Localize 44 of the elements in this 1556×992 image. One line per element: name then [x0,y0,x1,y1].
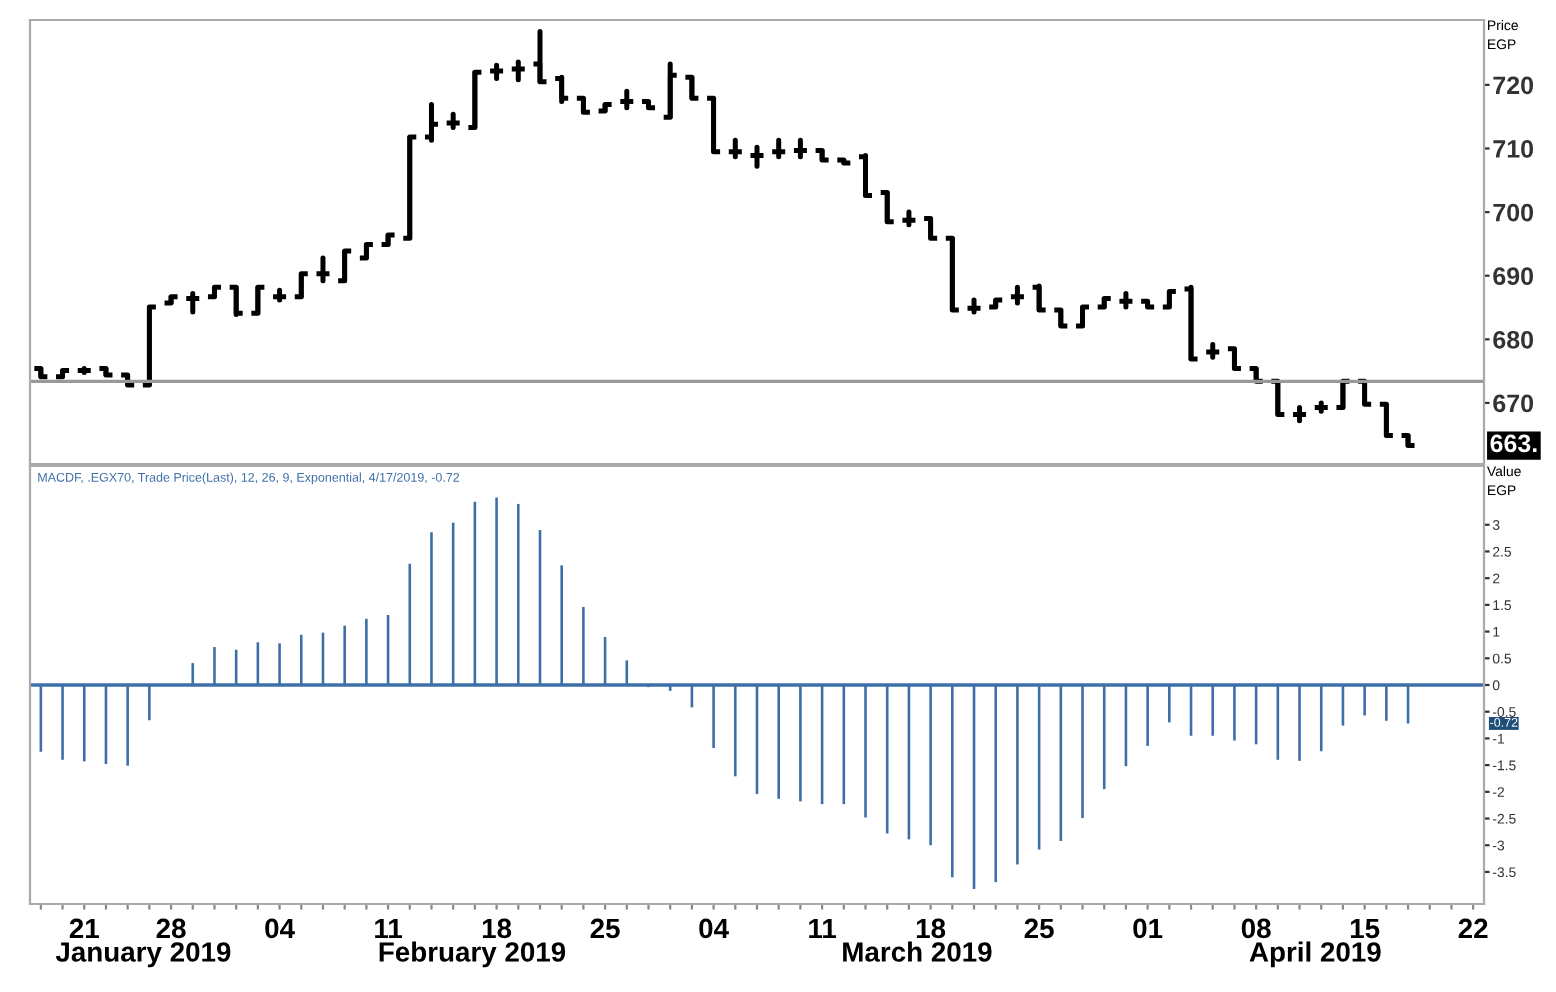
y-tick-label: 690 [1493,267,1534,286]
x-tick-label: 25 [590,918,620,939]
candlestick [1312,400,1331,414]
candlestick [965,297,984,315]
x-tick-label: 01 [1133,918,1163,939]
text: 663. [1490,434,1537,453]
x-tick-label: 28 [156,918,186,939]
x-tick-label: 18 [482,918,512,939]
candlestick [769,137,788,160]
candlestick [726,137,745,160]
candlestick [747,144,767,169]
y-tick-label: 710 [1493,140,1534,158]
x-tick-label: 08 [1241,918,1271,939]
candlestick [313,255,332,284]
candlestick [509,59,528,83]
y-tick-label: 680 [1493,330,1534,349]
x-tick-label: 15 [1350,918,1380,939]
candlestick [422,102,441,143]
y-tick-label: 700 [1493,203,1534,222]
x-tick-label: 25 [1024,918,1054,939]
x-tick-label: 04 [265,918,295,939]
candlestick [1116,291,1135,310]
candlestick [1290,404,1309,424]
x-tick-label: 18 [916,918,946,939]
y-tick-label: 670 [1493,394,1534,413]
candlestick [617,88,636,111]
candlestick [270,287,289,303]
candlestick [183,291,202,315]
candlestick [444,111,463,130]
candlestick [1008,284,1027,306]
x-tick-label: 22 [1458,918,1488,939]
candlestick [791,137,810,160]
y-tick-label: 720 [1493,76,1534,95]
x-tick-label: 11 [375,918,402,939]
text: February 2019 [379,941,566,968]
x-tick-label: 04 [699,918,729,939]
candlestick [1203,341,1222,360]
text: January 2019 [55,942,231,968]
candlestick [487,62,506,82]
text: March 2019 [843,941,992,962]
x-tick-label: 21 [69,918,99,939]
text: April 2019 [1249,941,1381,968]
x-tick-label: 11 [809,918,837,939]
candlestick [899,209,918,228]
